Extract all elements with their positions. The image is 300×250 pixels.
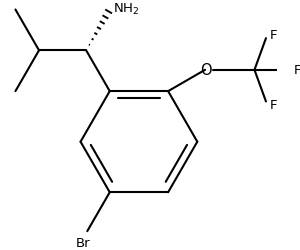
Text: F: F	[294, 64, 300, 77]
Text: F: F	[269, 99, 277, 112]
Text: NH$_2$: NH$_2$	[113, 2, 140, 16]
Text: O: O	[200, 62, 212, 78]
Text: Br: Br	[76, 236, 90, 249]
Text: F: F	[269, 29, 277, 42]
